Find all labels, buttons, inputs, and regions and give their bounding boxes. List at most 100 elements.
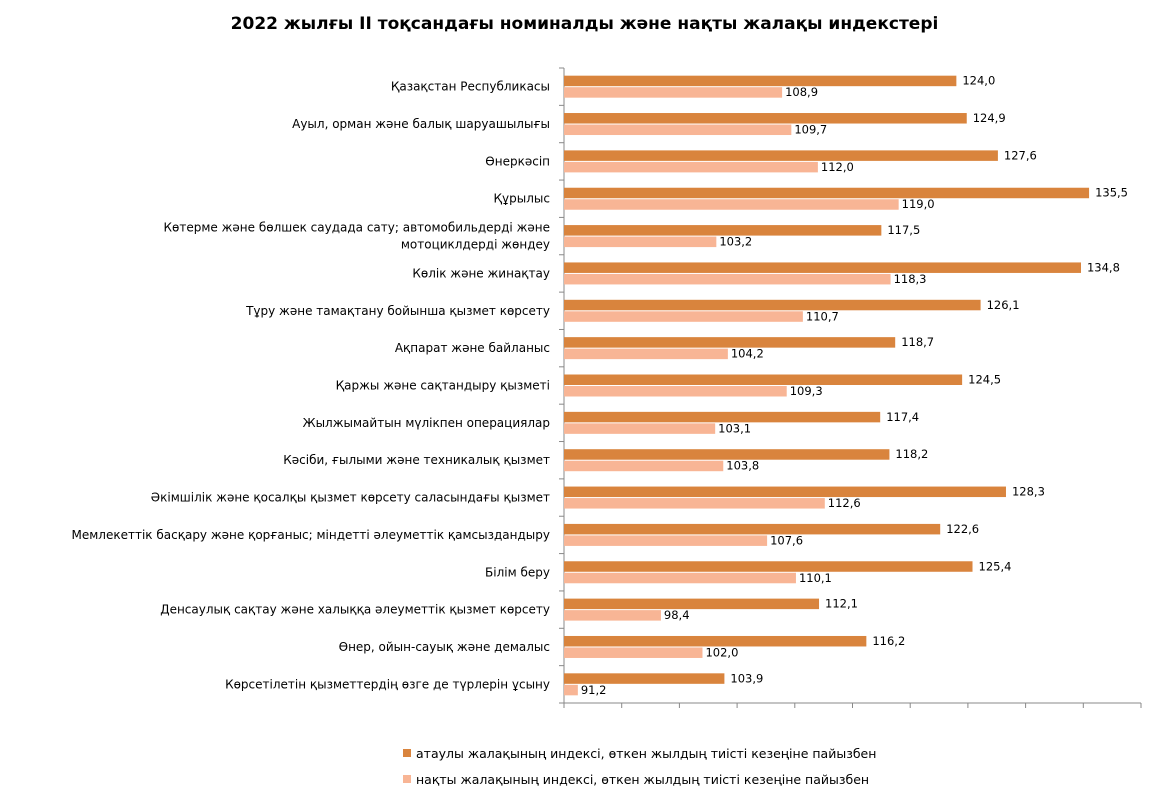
data-label-nominal: 134,8 [1087,260,1120,274]
category-label-line: Ауыл, орман және балық шаруашылығы [292,117,550,131]
bar-real [564,535,768,546]
category-label-line: Жылжымайтын мүлікпен операциялар [303,416,550,430]
bar-nominal [564,411,881,423]
bar-real [564,460,724,472]
bar-real [564,572,796,584]
bar-nominal [564,673,725,684]
bar-real [564,161,818,173]
bar-nominal [564,486,1006,498]
legend-swatch-real [403,775,411,783]
category-label-line: Көрсетілетін қызметтердің өзге де түрлер… [225,677,550,691]
category-label-line: Мемлекеттік басқару және қорғаныс; мінде… [72,528,550,542]
category-label: Қаржы және сақтандыру қызметі [336,379,550,393]
category-label: Көрсетілетін қызметтердің өзге де түрлер… [225,677,550,691]
category-label-line: Көлік және жинақтау [412,266,550,280]
data-label-nominal: 124,0 [962,74,995,88]
bar-nominal [564,299,981,311]
category-label: Тұру және тамақтану бойынша қызмет көрсе… [245,304,550,318]
category-label: Ауыл, орман және балық шаруашылығы [292,117,550,131]
data-label-real: 110,1 [799,571,832,585]
data-label-nominal: 116,2 [872,634,905,648]
bar-nominal [564,337,896,348]
legend: атаулы жалақының индексі, өткен жылдың т… [403,740,876,792]
category-label: Әкімшілік және қосалқы қызмет көрсету са… [151,491,550,505]
data-label-real: 109,7 [794,123,827,137]
data-label-real: 112,6 [828,496,861,510]
bar-real [564,610,661,621]
legend-swatch-nominal [403,749,411,757]
category-label-line: Білім беру [485,565,550,579]
bar-real [564,87,783,98]
bar-nominal [564,187,1090,199]
bar-real [564,124,792,136]
category-label: Өнер, ойын-сауық және демалыс [339,640,550,654]
bar-real [564,647,703,658]
data-label-real: 104,2 [731,347,764,361]
data-label-real: 91,2 [581,683,607,697]
category-label-line: Кәсіби, ғылыми және техникалық қызмет [283,453,550,467]
category-label-line: Өнеркәсіп [485,154,550,168]
bar-nominal [564,225,882,236]
bar-nominal [564,374,963,385]
bar-nominal [564,635,867,647]
bar-real [564,311,803,322]
data-label-nominal: 117,5 [887,223,920,237]
chart-title: 2022 жылғы ІІ тоқсандағы номиналды және … [230,14,939,34]
data-label-real: 103,8 [726,459,759,473]
bar-nominal [564,449,890,460]
data-label-real: 108,9 [785,85,818,99]
category-label-line: мотоциклдерді жөндеу [401,238,550,252]
category-label: Мемлекеттік басқару және қорғаныс; мінде… [72,528,550,542]
data-label-real: 102,0 [705,645,738,659]
category-label: Кәсіби, ғылыми және техникалық қызмет [283,453,550,467]
category-label-line: Құрылыс [494,192,550,206]
category-label: Денсаулық сақтау және халыққа әлеуметтік… [160,603,550,617]
bar-real [564,498,825,509]
bar-nominal [564,561,973,572]
category-label-line: Денсаулық сақтау және халыққа әлеуметтік… [160,603,550,617]
data-label-nominal: 128,3 [1012,485,1045,499]
category-label-line: Ақпарат және байланыс [395,341,550,355]
bar-nominal [564,75,957,87]
category-label-line: Көтерме және бөлшек саудада сату; автомо… [163,221,550,235]
bar-real [564,236,717,248]
data-label-nominal: 124,9 [973,111,1006,125]
data-label-nominal: 135,5 [1095,186,1128,200]
data-label-nominal: 125,4 [979,559,1012,573]
category-label: Қазақстан Республикасы [391,80,550,94]
data-label-nominal: 127,6 [1004,148,1037,162]
category-label-line: Өнер, ойын-сауық және демалыс [339,640,550,654]
data-label-real: 98,4 [664,608,690,622]
data-label-real: 109,3 [790,384,823,398]
category-label: Жылжымайтын мүлікпен операциялар [303,416,550,430]
category-label-line: Қаржы және сақтандыру қызметі [336,379,550,393]
data-label-nominal: 118,7 [901,335,934,349]
data-label-real: 107,6 [770,533,803,547]
legend-item-nominal: атаулы жалақының индексі, өткен жылдың т… [403,740,876,766]
data-label-real: 103,2 [719,235,752,249]
category-label-line: Қазақстан Республикасы [391,80,550,94]
bar-real [564,423,716,434]
category-label: Құрылыс [494,192,550,206]
data-label-real: 112,0 [821,160,854,174]
data-label-nominal: 118,2 [895,447,928,461]
data-label-nominal: 124,5 [968,373,1001,387]
category-label: Білім беру [485,565,550,579]
bar-nominal [564,523,941,535]
bar-real [564,199,899,210]
data-label-nominal: 122,6 [946,522,979,536]
data-label-real: 103,1 [718,421,751,435]
bar-nominal [564,262,1081,273]
data-label-real: 118,3 [894,272,927,286]
bar-real [564,273,891,285]
bar-real [564,684,578,696]
category-label: Көлік және жинақтау [412,266,550,280]
data-label-real: 119,0 [902,197,935,211]
legend-label-real: нақты жалақының индексі, өткен жылдың ти… [416,771,870,787]
data-label-nominal: 112,1 [825,597,858,611]
legend-label-nominal: атаулы жалақының индексі, өткен жылдың т… [416,745,877,761]
bar-real [564,386,787,397]
category-label-line: Әкімшілік және қосалқы қызмет көрсету са… [151,491,550,505]
bar-nominal [564,113,967,124]
